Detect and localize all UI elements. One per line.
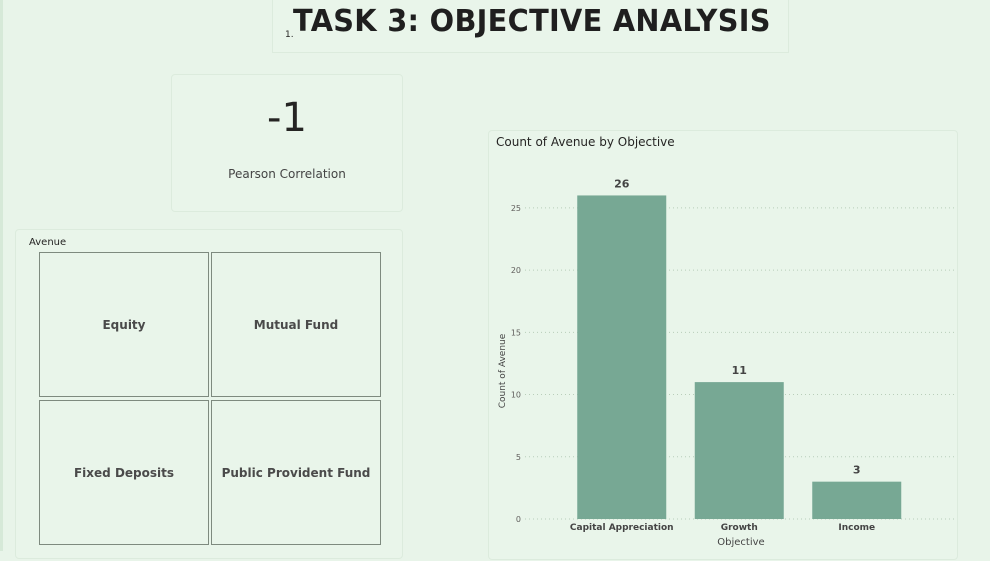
y-tick-label: 20 [511,266,521,275]
left-edge-strip [0,0,3,551]
kpi-value: -1 [267,95,307,141]
y-tick-label: 0 [516,515,521,524]
title-card: 1. TASK 3: OBJECTIVE ANALYSIS [272,0,789,53]
bar-chart-card: Count of Avenue by Objective 0 5 10 15 20 25 2… [488,130,958,560]
slicer-tile-fixed-deposits[interactable]: Fixed Deposits [39,400,209,545]
y-tick-label: 15 [511,328,521,337]
data-label: 26 [614,177,630,190]
slicer-tile-equity[interactable]: Equity [39,252,209,397]
slicer-title: Avenue [29,237,67,248]
x-tick-label: Growth [721,523,758,533]
y-tick-label: 10 [511,391,521,400]
x-tick-label: Income [838,523,875,533]
y-tick-label: 25 [511,204,521,213]
bar-chart: 0 5 10 15 20 25 26 Capital Appreciation 11 Growth… [498,177,955,548]
kpi-card: -1 Pearson Correlation [171,74,403,212]
x-axis-title: Objective [717,537,764,548]
x-tick-label: Capital Appreciation [570,523,674,533]
page-title: TASK 3: OBJECTIVE ANALYSIS [293,4,771,39]
bar-growth [694,382,784,519]
chart-title: Count of Avenue by Objective [496,135,675,149]
slicer-tile-mutual-fund[interactable]: Mutual Fund [211,252,381,397]
y-axis-title: Count of Avenue [498,333,508,408]
kpi-label: Pearson Correlation [228,167,346,181]
data-label: 11 [732,364,747,377]
bar-income [812,481,902,519]
title-number: 1. [285,30,294,40]
y-tick-label: 5 [516,453,521,462]
bar-capital-appreciation [577,195,667,519]
avenue-slicer: Avenue Equity Mutual Fund Fixed Deposits… [15,229,403,559]
data-label: 3 [853,464,861,477]
slicer-tile-public-provident-fund[interactable]: Public Provident Fund [211,400,381,545]
